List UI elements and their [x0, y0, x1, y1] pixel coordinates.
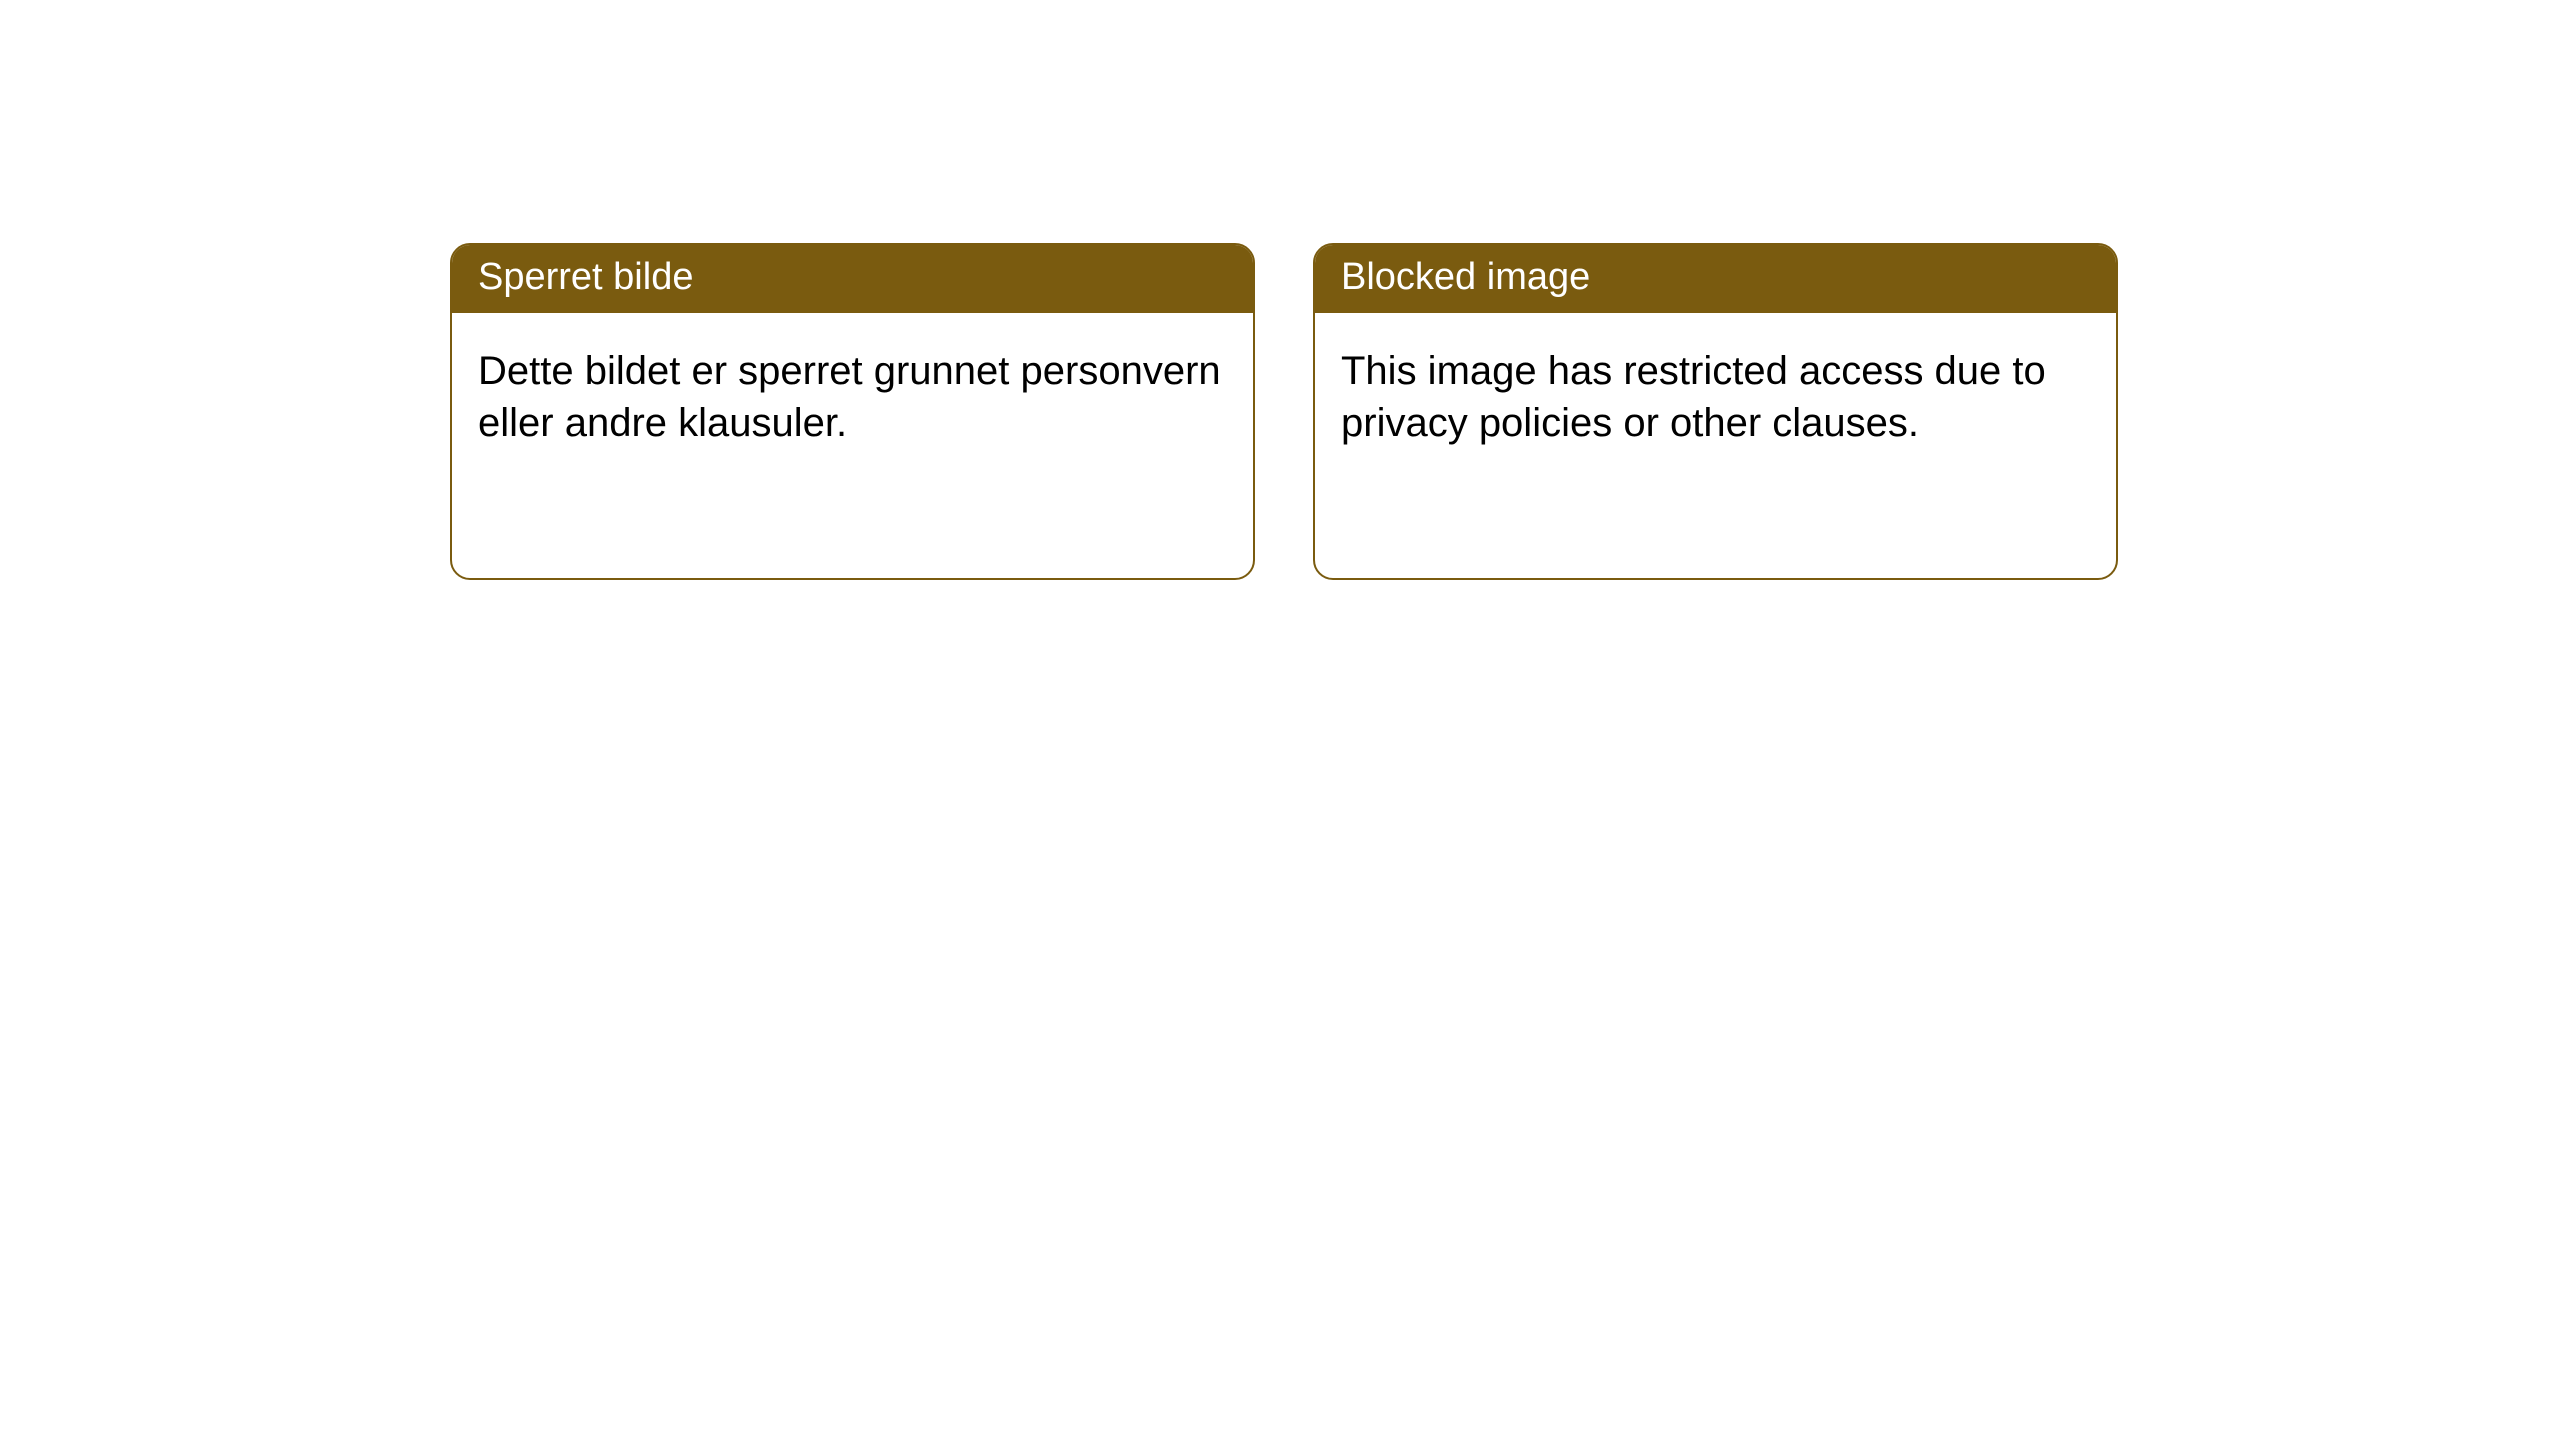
notice-card-body: This image has restricted access due to …	[1315, 313, 2116, 482]
notice-card-header: Blocked image	[1315, 245, 2116, 313]
notice-card-header: Sperret bilde	[452, 245, 1253, 313]
notice-card-english: Blocked image This image has restricted …	[1313, 243, 2118, 580]
notice-card-body: Dette bildet er sperret grunnet personve…	[452, 313, 1253, 482]
notice-container: Sperret bilde Dette bildet er sperret gr…	[0, 0, 2560, 580]
notice-card-norwegian: Sperret bilde Dette bildet er sperret gr…	[450, 243, 1255, 580]
